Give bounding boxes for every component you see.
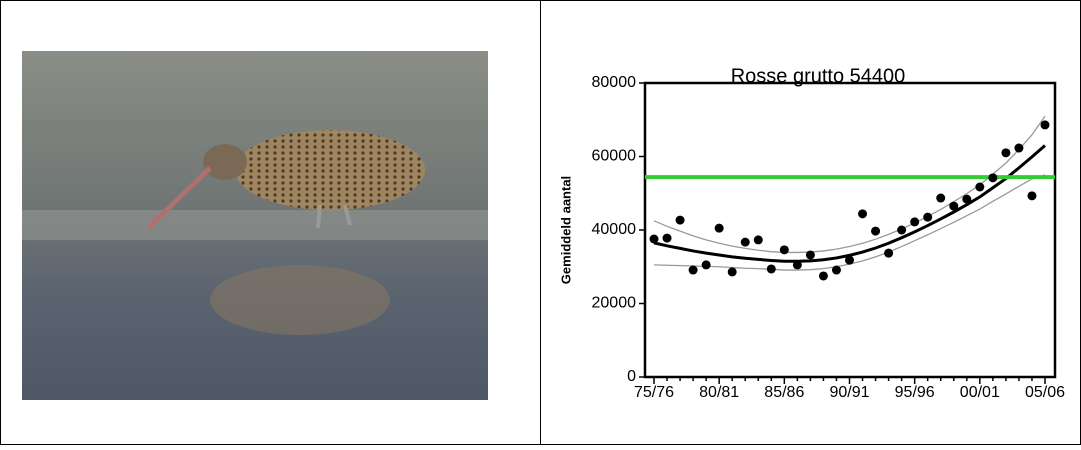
- data-point: [884, 248, 894, 258]
- upper-band: [653, 115, 1046, 254]
- data-point: [792, 260, 802, 270]
- data-point: [962, 194, 972, 204]
- data-point: [1027, 191, 1037, 201]
- x-tick-label: 80/81: [699, 384, 739, 401]
- data-point: [1014, 143, 1024, 153]
- data-point: [1001, 148, 1011, 158]
- x-tick-label: 00/01: [960, 384, 1000, 401]
- data-point: [936, 193, 946, 203]
- data-point: [688, 265, 698, 275]
- y-tick-label: 60000: [592, 148, 637, 165]
- data-point: [975, 182, 985, 192]
- data-point: [910, 217, 920, 227]
- data-point: [805, 250, 815, 260]
- x-tick-label: 90/91: [829, 384, 869, 401]
- data-point: [714, 223, 724, 233]
- data-point: [662, 233, 672, 243]
- data-point: [831, 265, 841, 275]
- data-point: [949, 201, 959, 211]
- data-point: [871, 226, 881, 236]
- x-tick-label: 85/86: [764, 384, 804, 401]
- trend-line: [653, 144, 1046, 263]
- data-point: [675, 215, 685, 225]
- y-tick-label: 80000: [592, 74, 637, 91]
- data-point: [818, 271, 828, 281]
- x-tick-label: 75/76: [634, 384, 674, 401]
- y-tick-label: 20000: [592, 295, 637, 312]
- data-point: [649, 234, 659, 244]
- data-point: [923, 212, 933, 222]
- data-point: [727, 267, 737, 277]
- data-point: [988, 173, 998, 183]
- y-axis-label: Gemiddeld aantal: [558, 176, 573, 284]
- data-point: [701, 260, 711, 270]
- x-tick-label: 95/96: [895, 384, 935, 401]
- plot-frame: [643, 81, 1057, 379]
- data-point: [779, 245, 789, 255]
- x-tick-label: 05/06: [1025, 384, 1065, 401]
- y-tick-label: 40000: [592, 221, 637, 238]
- data-point: [845, 255, 854, 265]
- photo: [22, 51, 488, 400]
- data-point: [858, 209, 868, 219]
- data-point: [1040, 120, 1050, 130]
- data-point: [753, 235, 763, 245]
- data-point: [897, 225, 907, 235]
- y-tick-label: 0: [627, 368, 636, 385]
- data-point: [740, 237, 750, 247]
- data-point: [766, 264, 776, 274]
